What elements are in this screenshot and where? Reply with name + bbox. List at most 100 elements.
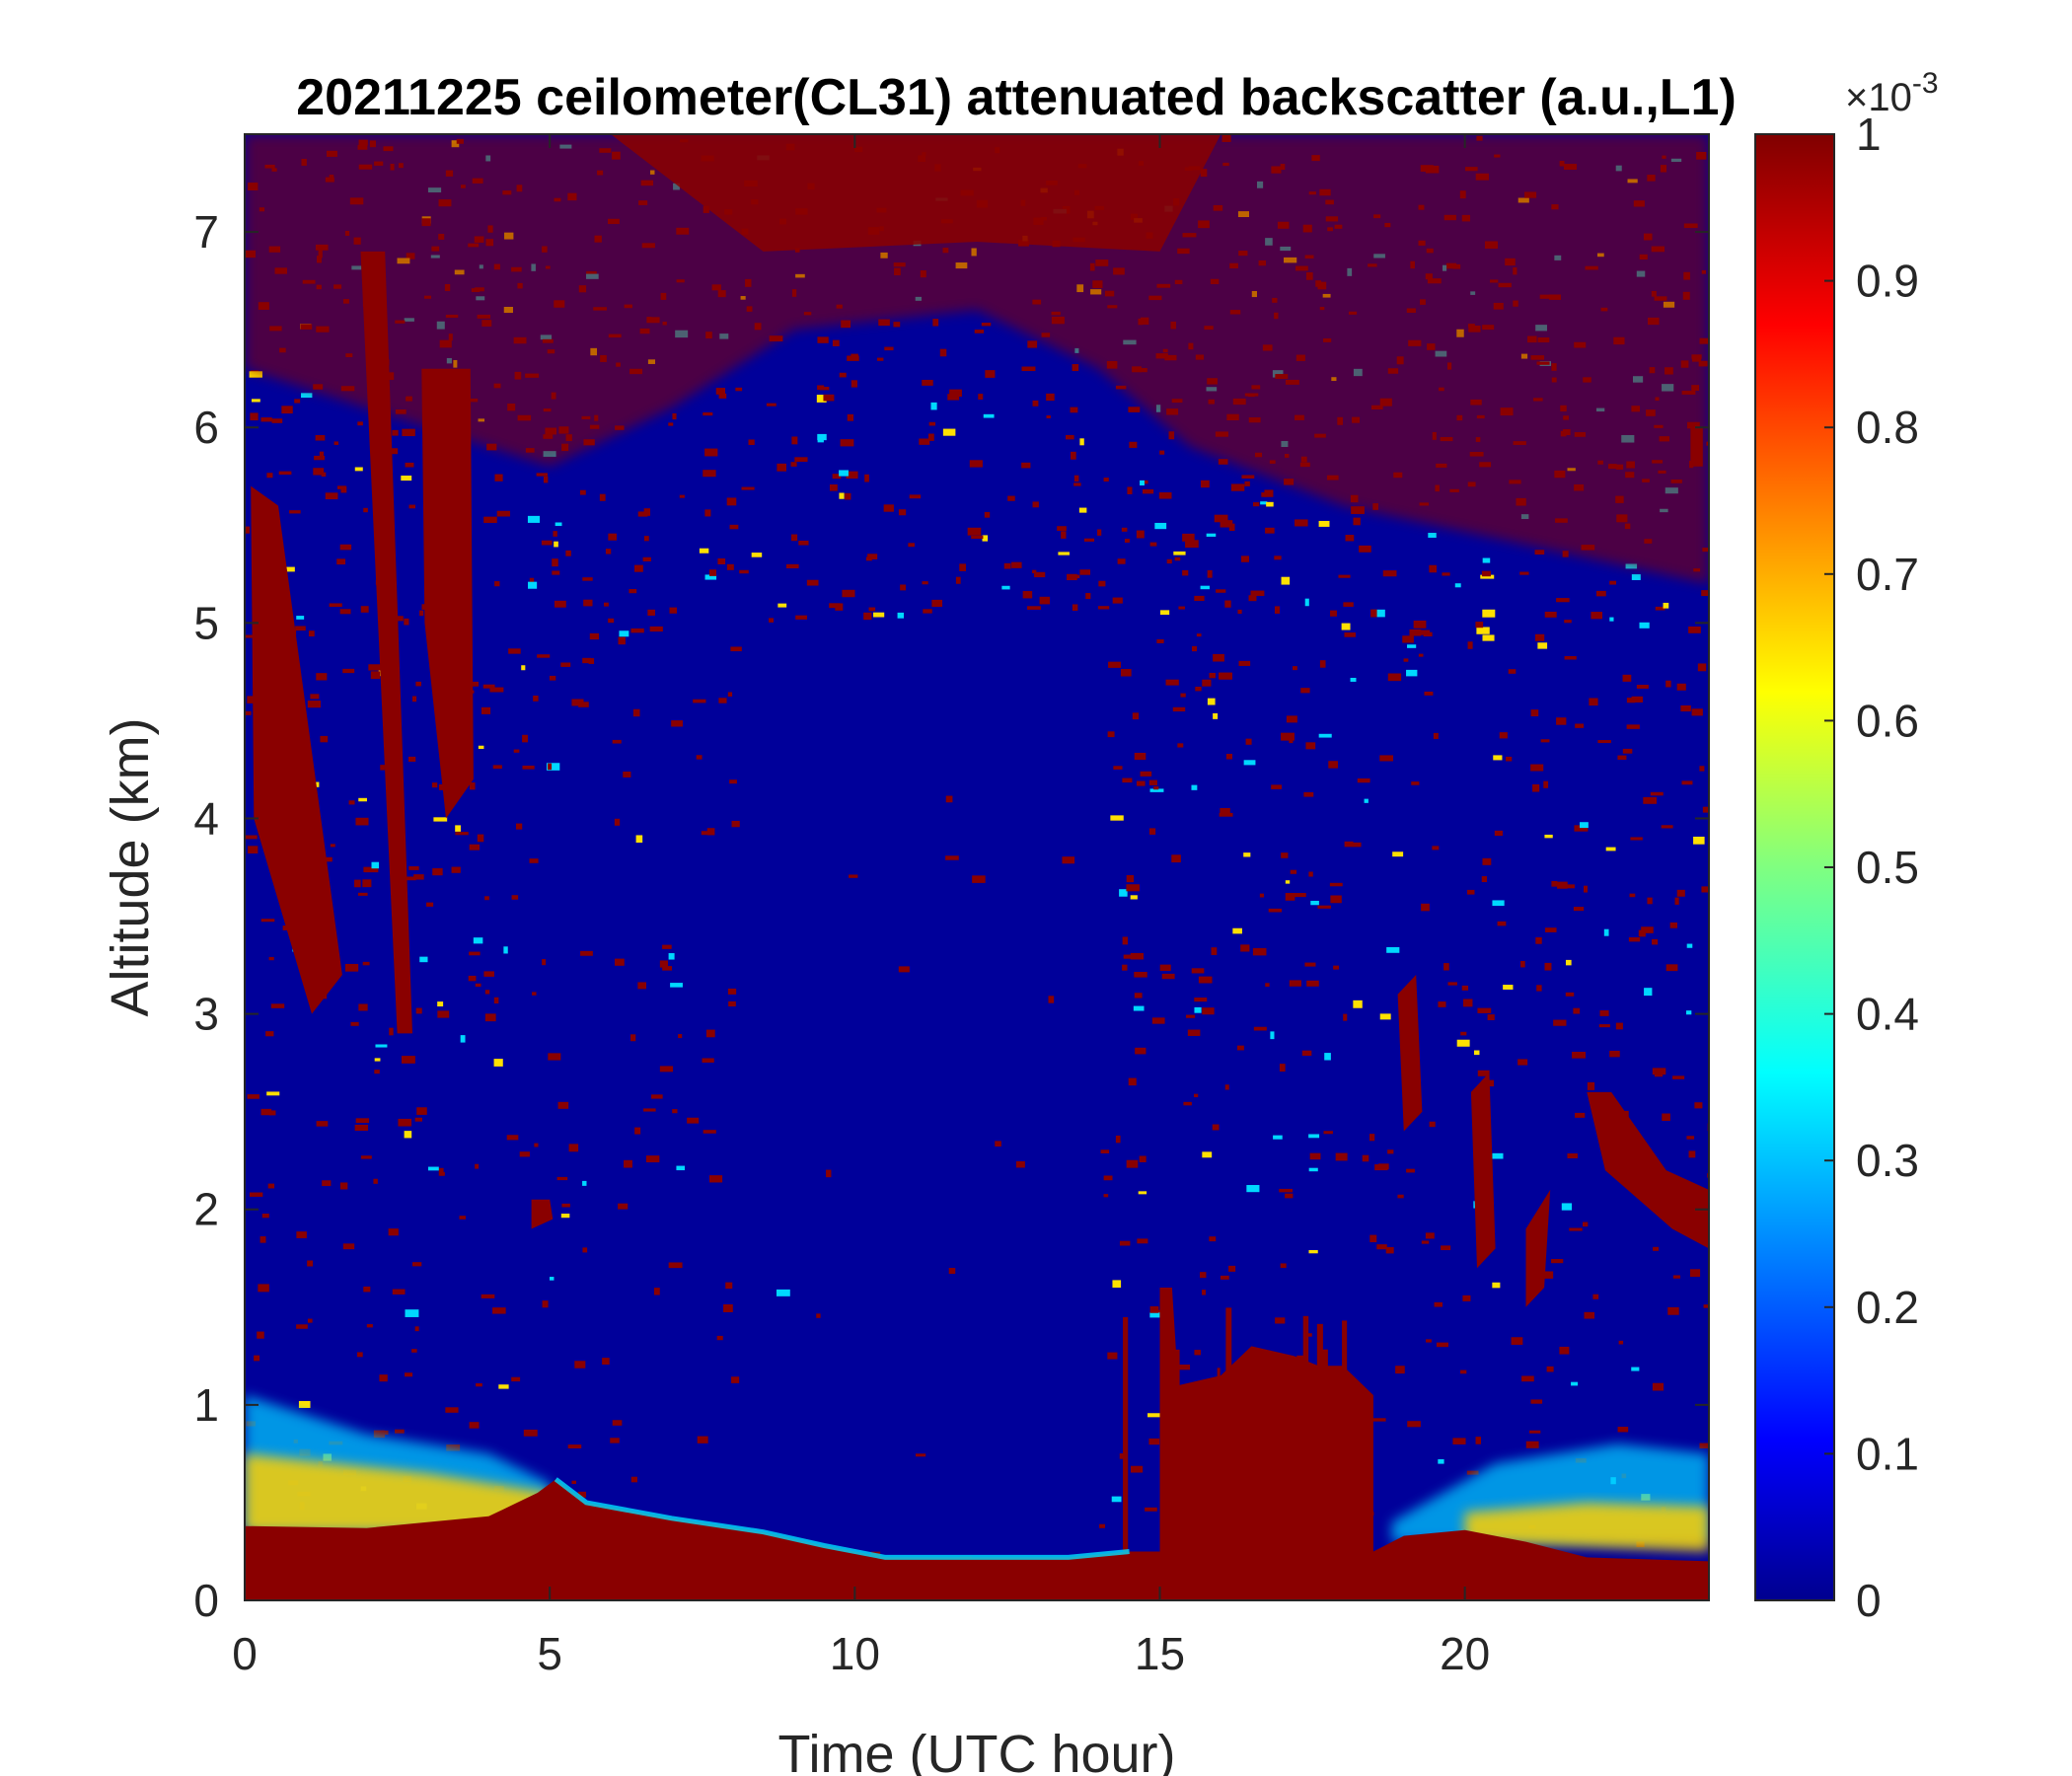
x-axis-label: Time (UTC hour): [777, 1725, 1175, 1776]
noise-speck: [1292, 666, 1297, 671]
noise-speck: [1653, 1246, 1660, 1251]
noise-speck: [1202, 1151, 1213, 1158]
noise-speck: [777, 463, 786, 472]
noise-speck: [1343, 602, 1354, 607]
noise-speck: [1103, 1194, 1109, 1198]
noise-speck: [1207, 569, 1213, 578]
noise-speck: [401, 1056, 415, 1064]
noise-speck: [532, 992, 537, 996]
noise-speck: [556, 1176, 568, 1181]
noise-speck: [316, 673, 328, 681]
noise-speck: [1364, 798, 1369, 803]
noise-speck: [1141, 480, 1148, 484]
noise-speck: [1551, 1259, 1564, 1264]
colorbar-tick-label: 0.5: [1856, 842, 1919, 893]
noise-speck: [1237, 609, 1242, 615]
noise-speck: [915, 1453, 926, 1457]
noise-speck: [948, 1268, 956, 1275]
noise-speck: [794, 457, 808, 462]
noise-speck: [1530, 709, 1539, 717]
noise-speck: [1701, 590, 1709, 597]
noise-speck: [1428, 533, 1437, 538]
noise-speck: [1236, 1045, 1244, 1051]
noise-speck: [1124, 539, 1130, 543]
noise-speck: [1652, 938, 1659, 945]
noise-speck: [610, 1438, 620, 1443]
noise-speck: [1246, 1185, 1260, 1193]
noise-speck: [1098, 606, 1110, 610]
noise-speck: [959, 563, 967, 571]
noise-speck: [1556, 717, 1567, 725]
noise-speck: [1319, 660, 1326, 668]
colorbar-tick-label: 0.3: [1856, 1135, 1919, 1186]
noise-speck: [577, 1491, 587, 1498]
noise-speck: [342, 668, 355, 674]
noise-speck: [271, 418, 283, 423]
noise-speck: [492, 1307, 506, 1314]
noise-speck: [1072, 364, 1079, 372]
noise-speck: [982, 535, 989, 542]
noise-speck: [589, 632, 600, 640]
noise-speck: [1701, 886, 1709, 893]
noise-speck: [265, 1031, 274, 1037]
noise-speck: [411, 696, 417, 703]
noise-speck: [1265, 983, 1270, 988]
noise-speck: [1151, 1017, 1165, 1024]
noise-speck: [1241, 475, 1255, 479]
noise-speck: [1149, 542, 1157, 547]
x-tick-label: 15: [1135, 1628, 1185, 1679]
noise-speck: [1369, 1134, 1375, 1142]
noise-speck: [1599, 1010, 1609, 1016]
noise-speck: [1456, 1039, 1470, 1047]
noise-speck: [985, 370, 996, 378]
noise-speck: [307, 1318, 313, 1323]
noise-speck: [493, 1059, 503, 1067]
noise-speck: [1617, 1427, 1629, 1433]
noise-speck: [432, 867, 443, 876]
noise-speck: [832, 339, 840, 346]
noise-speck: [247, 696, 254, 703]
noise-speck: [1260, 501, 1268, 505]
noise-speck: [1192, 645, 1198, 652]
noise-speck: [1477, 1007, 1492, 1013]
noise-speck: [560, 662, 571, 667]
noise-speck: [1021, 462, 1031, 469]
noise-speck: [1685, 1010, 1692, 1015]
noise-speck: [446, 1444, 461, 1451]
noise-speck: [1274, 555, 1282, 560]
noise-speck: [847, 413, 854, 421]
noise-speck: [1323, 1131, 1333, 1135]
noise-speck: [669, 607, 678, 614]
noise-speck: [867, 554, 878, 559]
noise-speck: [823, 394, 835, 402]
noise-speck: [1641, 926, 1654, 933]
noise-speck: [1252, 947, 1267, 956]
cloud-patch: [1397, 975, 1423, 1132]
noise-speck: [426, 902, 434, 907]
noise-speck: [670, 983, 683, 988]
noise-speck: [1136, 530, 1145, 539]
noise-speck: [1462, 999, 1473, 1007]
noise-speck: [405, 1309, 419, 1317]
noise-speck: [1661, 825, 1673, 829]
noise-speck: [296, 1324, 308, 1329]
noise-speck: [1556, 598, 1570, 603]
noise-speck: [1078, 507, 1087, 513]
noise-speck: [357, 892, 368, 896]
noise-speck: [702, 1058, 714, 1063]
noise-speck: [816, 395, 827, 403]
noise-speck: [1622, 674, 1632, 682]
noise-speck: [741, 486, 755, 490]
noise-speck: [1121, 527, 1128, 532]
noise-speck: [1134, 752, 1147, 761]
noise-speck: [1202, 1290, 1207, 1295]
noise-speck: [468, 975, 477, 982]
noise-speck: [842, 589, 855, 598]
noise-speck: [1535, 937, 1542, 944]
colorbar-tick-label: 0.8: [1856, 402, 1919, 453]
noise-speck: [947, 394, 960, 401]
cloud-spike: [1342, 1320, 1348, 1552]
noise-speck: [1230, 483, 1245, 491]
noise-speck: [662, 966, 673, 971]
